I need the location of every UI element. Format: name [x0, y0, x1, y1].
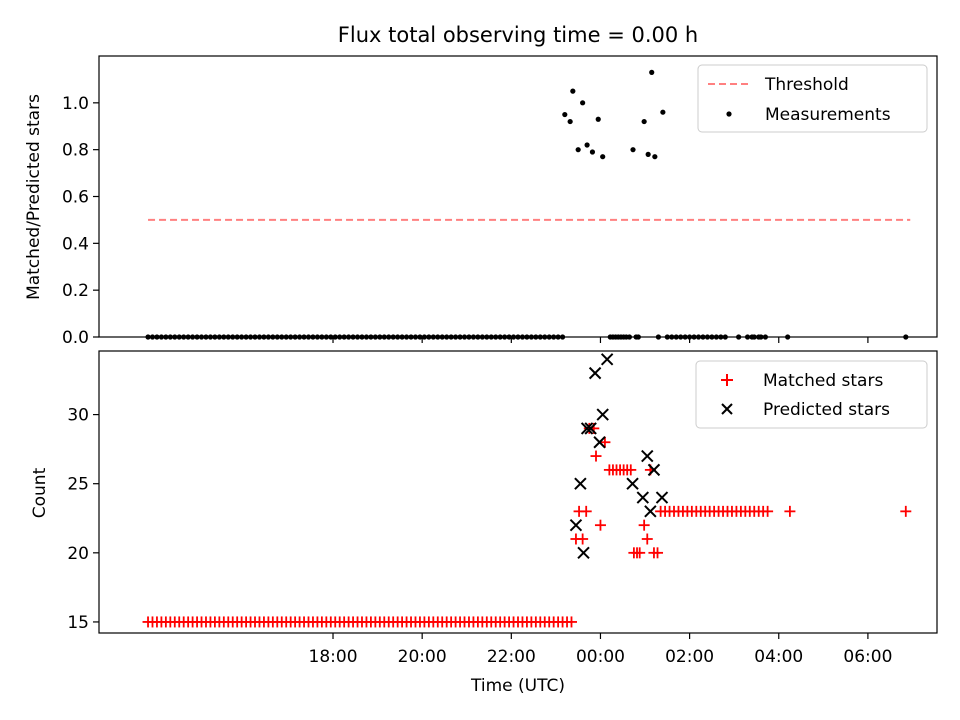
measurement-point [630, 147, 636, 153]
y-tick-label: 0.6 [62, 188, 89, 208]
predicted-star-point [626, 477, 639, 490]
matched-star-point [577, 533, 589, 545]
legend-ratio: Threshold Measurements [697, 64, 928, 133]
measurement-point [575, 147, 581, 153]
x-tick-label: 18:00 [309, 647, 358, 667]
matched-star-point [762, 505, 774, 517]
matched-stars-points [142, 422, 912, 628]
y-tick-label: 0.4 [62, 234, 89, 254]
ratio-plot-frame [98, 55, 938, 338]
predicted-star-point [588, 366, 602, 380]
x-ticks-count: 18:00 20:00 22:00 00:00 02:00 04:00 06:00 [309, 633, 892, 667]
predicted-star-point [596, 408, 609, 421]
predicted-star-point [600, 353, 614, 366]
y-ticks-count: 15 20 25 30 [67, 406, 99, 633]
measurement-point [595, 116, 601, 122]
measurement-point [584, 142, 590, 148]
predicted-star-point [569, 518, 583, 532]
predicted-star-point [636, 491, 650, 504]
matched-star-point [638, 519, 650, 531]
legend-matched-label: Matched stars [763, 371, 883, 391]
y-axis-label-count: Count [30, 467, 50, 518]
predicted-star-point [655, 491, 669, 504]
legend-count-box [695, 360, 928, 429]
measurement-point [570, 88, 576, 94]
y-axis-label-ratio: Matched/Predicted stars [24, 94, 44, 300]
count-panel: Count Time (UTC) 15 20 25 30 18:00 20:00 22:0… [30, 350, 938, 696]
matched-star-point [565, 616, 577, 628]
matched-star-point [634, 547, 646, 559]
measurement-point [580, 100, 586, 106]
y-tick-label: 1.0 [62, 94, 89, 114]
predicted-star-point [574, 477, 587, 490]
x-tick-label: 00:00 [576, 647, 625, 667]
measurement-point [645, 151, 651, 157]
ratio-panel: Flux total observing time = 0.00 h Match… [24, 23, 938, 348]
matched-star-point [625, 464, 637, 476]
measurement-point [600, 154, 606, 160]
matched-star-point [590, 450, 602, 462]
x-tick-label: 22:00 [487, 647, 536, 667]
y-tick-label: 30 [67, 406, 89, 426]
matched-star-point [594, 519, 606, 531]
x-axis-label-time: Time (UTC) [470, 676, 565, 696]
legend-predicted-swatch [721, 403, 733, 415]
measurement-point [649, 69, 655, 75]
x-tick-label: 04:00 [754, 647, 803, 667]
matched-star-point [900, 505, 912, 517]
y-tick-label: 25 [67, 475, 89, 495]
legend-threshold-label: Threshold [764, 75, 849, 95]
matched-star-point [652, 547, 664, 559]
y-ticks-ratio: 0.0 0.2 0.4 0.6 0.8 1.0 [62, 94, 99, 348]
predicted-star-point [647, 463, 661, 477]
measurement-point [660, 109, 666, 115]
predicted-star-point [641, 449, 654, 463]
y-tick-label: 15 [67, 613, 89, 633]
predicted-star-point [580, 422, 594, 435]
count-plot-frame [98, 350, 938, 634]
predicted-star-point [644, 505, 657, 518]
legend-measurements-label: Measurements [765, 105, 891, 125]
matched-star-point [784, 505, 796, 517]
measurement-point [641, 118, 647, 125]
x-tick-label: 06:00 [843, 647, 892, 667]
x-tick-label: 02:00 [665, 647, 714, 667]
predicted-stars-points [569, 353, 669, 560]
predicted-star-point [577, 546, 590, 560]
legend-predicted-label: Predicted stars [763, 400, 890, 420]
matched-star-point [641, 533, 653, 545]
y-tick-label: 0.0 [62, 328, 89, 348]
measurement-point [562, 111, 568, 118]
measurement-point [652, 154, 658, 160]
y-tick-label: 20 [67, 544, 89, 564]
legend-ratio-box [697, 64, 928, 133]
chart-title: Flux total observing time = 0.00 h [338, 23, 698, 47]
x-tick-label: 20:00 [398, 647, 447, 667]
legend-measurements-swatch [726, 111, 732, 117]
predicted-star-point [593, 436, 606, 449]
matched-star-point [599, 436, 611, 448]
y-tick-label: 0.2 [62, 281, 89, 301]
y-tick-label: 0.8 [62, 141, 89, 161]
matched-star-point [580, 505, 592, 517]
legend-count: Matched stars Predicted stars [695, 360, 928, 429]
measurement-point [567, 118, 573, 125]
legend-matched-swatch [721, 374, 733, 386]
predicted-star-point [584, 422, 597, 435]
measurement-point [589, 149, 596, 155]
